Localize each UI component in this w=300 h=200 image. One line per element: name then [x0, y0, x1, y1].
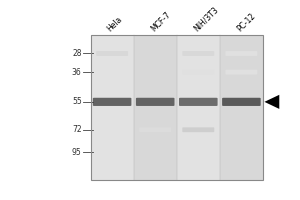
FancyBboxPatch shape [222, 98, 261, 106]
FancyBboxPatch shape [139, 51, 171, 56]
Bar [177, 35, 220, 180]
Text: MCF-7: MCF-7 [149, 10, 172, 33]
FancyBboxPatch shape [182, 51, 214, 56]
Bar [91, 35, 263, 180]
FancyBboxPatch shape [179, 98, 218, 106]
Text: 72: 72 [72, 125, 82, 134]
Text: 55: 55 [72, 97, 82, 106]
Text: PC-12: PC-12 [235, 11, 257, 33]
FancyBboxPatch shape [225, 70, 257, 75]
Text: 95: 95 [72, 148, 82, 157]
Text: 36: 36 [72, 68, 82, 77]
FancyBboxPatch shape [182, 70, 214, 75]
FancyBboxPatch shape [139, 127, 171, 132]
FancyBboxPatch shape [225, 51, 257, 56]
Text: Hela: Hela [106, 14, 124, 33]
FancyBboxPatch shape [182, 127, 214, 132]
Bar [134, 35, 177, 180]
FancyBboxPatch shape [136, 98, 175, 106]
Polygon shape [264, 95, 279, 109]
FancyBboxPatch shape [96, 51, 128, 56]
Text: 28: 28 [72, 49, 82, 58]
Text: NIH/3T3: NIH/3T3 [192, 5, 220, 33]
FancyBboxPatch shape [93, 98, 131, 106]
Bar [220, 35, 263, 180]
Bar [91, 35, 134, 180]
